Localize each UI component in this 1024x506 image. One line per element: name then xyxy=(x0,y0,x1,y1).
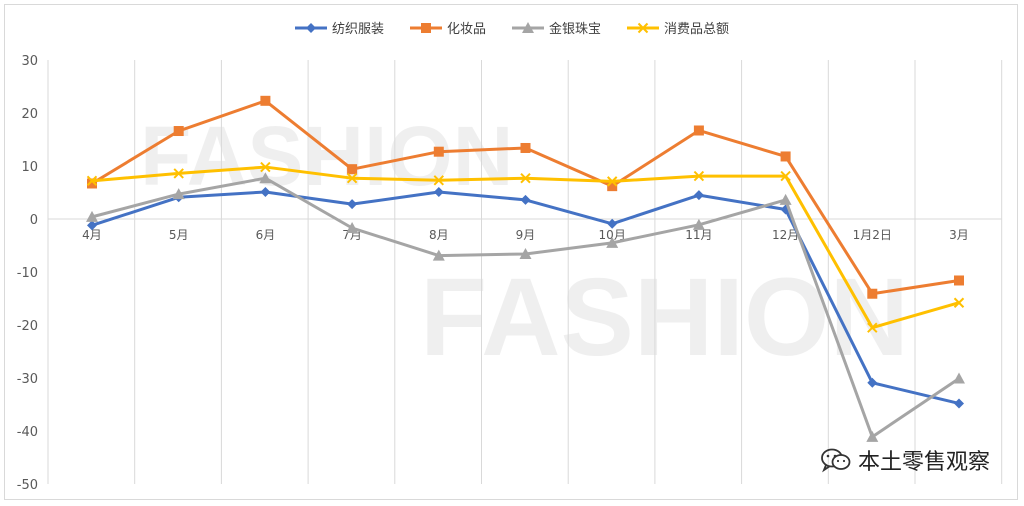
legend: 纺织服装 化妆品 金银珠宝 消费品总额 xyxy=(0,18,1024,37)
data-point xyxy=(173,126,184,137)
data-point xyxy=(780,151,791,162)
legend-swatch xyxy=(409,22,442,33)
x-tick-label: 3月 xyxy=(949,228,969,242)
brand-text: 本土零售观察 xyxy=(857,450,990,475)
data-point xyxy=(87,178,97,189)
data-point xyxy=(953,297,965,308)
data-point xyxy=(606,176,618,187)
x-tick-label: 5月 xyxy=(169,228,189,242)
data-point xyxy=(260,161,271,173)
data-point xyxy=(433,186,444,197)
legend-label: 消费品总额 xyxy=(664,22,730,37)
data-point xyxy=(867,377,878,388)
data-point xyxy=(432,249,445,261)
data-point xyxy=(346,222,359,234)
data-point xyxy=(172,188,185,200)
data-point xyxy=(637,22,649,33)
data-point xyxy=(867,288,878,299)
data-point xyxy=(305,22,316,33)
chart-frame xyxy=(4,4,1018,500)
data-point xyxy=(433,175,445,186)
data-point xyxy=(260,186,271,197)
series-金银珠宝 xyxy=(86,172,965,442)
data-point xyxy=(693,170,705,182)
data-point xyxy=(606,236,619,248)
data-point xyxy=(346,172,358,184)
data-point xyxy=(779,193,792,205)
data-point xyxy=(86,175,98,187)
x-tick-label: 9月 xyxy=(516,228,536,242)
x-tick-label: 6月 xyxy=(256,228,276,242)
data-point xyxy=(86,210,98,222)
data-point xyxy=(692,218,705,230)
x-tick-label: 11月 xyxy=(685,228,712,242)
data-point xyxy=(520,194,531,205)
data-point xyxy=(780,170,791,182)
data-point xyxy=(522,21,534,33)
y-tick-label: -50 xyxy=(17,478,38,493)
data-point xyxy=(954,398,964,409)
data-point xyxy=(867,322,878,333)
y-tick-label: -30 xyxy=(17,372,38,387)
y-tick-label: 10 xyxy=(21,160,38,175)
watermark-text-top: FASHION xyxy=(140,109,513,203)
watermark: FASHION FASHION xyxy=(140,109,909,379)
series-消费品总额 xyxy=(86,161,965,333)
x-tick-label: 8月 xyxy=(429,228,449,242)
x-tick-label: 12月 xyxy=(772,228,799,242)
grid xyxy=(47,60,1003,484)
legend-item: 消费品总额 xyxy=(627,18,729,37)
series-纺织服装 xyxy=(87,186,964,409)
brand-watermark: 本土零售观察 xyxy=(820,444,990,476)
data-point xyxy=(347,199,358,210)
legend-swatch xyxy=(294,22,327,33)
wechat-icon xyxy=(821,448,851,473)
legend-label: 纺织服装 xyxy=(331,22,384,37)
x-tick-label: 4月 xyxy=(82,228,102,242)
watermark-text-bottom: FASHION xyxy=(420,256,909,379)
data-point xyxy=(520,172,531,184)
legend-label: 金银珠宝 xyxy=(549,22,602,37)
data-point xyxy=(693,125,704,136)
data-point xyxy=(519,247,532,259)
x-tick-label: 10月 xyxy=(599,228,626,242)
y-tick-label: 20 xyxy=(21,107,38,122)
y-tick-label: -20 xyxy=(17,319,38,334)
y-axis: 30 20 10 0 -10 -20 -30 -40 -50 xyxy=(17,54,38,493)
legend-item: 金银珠宝 xyxy=(512,18,601,37)
data-point xyxy=(693,190,704,201)
legend-label: 化妆品 xyxy=(446,22,486,37)
legend-item: 化妆品 xyxy=(409,18,486,37)
data-point xyxy=(433,146,444,157)
data-point xyxy=(260,95,271,106)
y-tick-label: -40 xyxy=(17,425,38,440)
data-point xyxy=(866,430,879,442)
data-point xyxy=(173,168,184,179)
x-tick-label: 1月2日 xyxy=(853,228,892,242)
series-化妆品 xyxy=(87,95,964,299)
data-point xyxy=(607,181,618,192)
data-point xyxy=(607,218,618,229)
data-point xyxy=(347,164,358,175)
series-layer xyxy=(86,95,965,442)
legend-item: 纺织服装 xyxy=(294,18,384,37)
data-point xyxy=(259,172,272,184)
data-point xyxy=(953,372,965,384)
y-tick-label: 30 xyxy=(21,54,38,69)
data-point xyxy=(87,220,97,231)
data-point xyxy=(520,142,531,153)
legend-swatch xyxy=(512,21,544,33)
y-tick-label: -10 xyxy=(17,266,38,281)
legend-swatch xyxy=(627,22,660,33)
data-point xyxy=(420,22,431,33)
data-point xyxy=(954,275,964,286)
y-tick-label: 0 xyxy=(30,213,38,228)
